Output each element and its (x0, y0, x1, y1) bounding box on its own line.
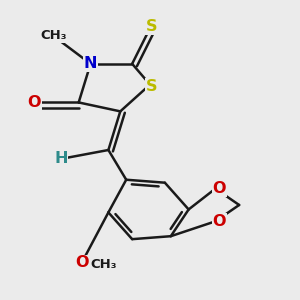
Text: O: O (212, 214, 226, 229)
Text: H: H (54, 152, 68, 166)
Text: S: S (146, 79, 157, 94)
Text: CH₃: CH₃ (91, 258, 117, 271)
Text: O: O (27, 95, 41, 110)
Text: CH₃: CH₃ (40, 29, 67, 42)
Text: N: N (84, 56, 97, 71)
Text: O: O (212, 181, 226, 196)
Text: S: S (146, 19, 157, 34)
Text: O: O (75, 255, 88, 270)
